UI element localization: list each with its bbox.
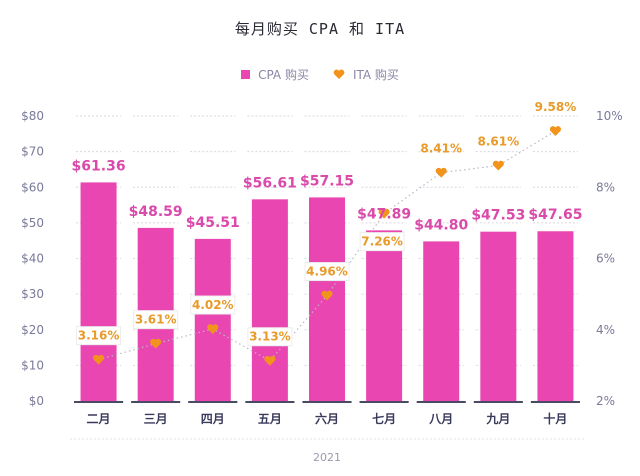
- ita-value-label: 8.61%: [478, 135, 520, 149]
- ita-label-box: [190, 295, 236, 315]
- ita-label-box: [359, 232, 405, 252]
- right-axis-tick-label: 10%: [596, 109, 623, 123]
- legend-item-ita[interactable]: ITA 购买: [333, 66, 399, 83]
- ita-value-label: 7.26%: [361, 235, 403, 249]
- cpa-value-label: $48.59: [129, 204, 183, 220]
- left-axis-tick-label: $30: [21, 287, 44, 301]
- legend-label-ita: ITA 购买: [352, 68, 399, 82]
- cpa-bar: [251, 199, 288, 401]
- ita-label-box: [304, 262, 350, 282]
- ita-heart-marker: [492, 160, 504, 171]
- cpa-bar: [366, 230, 403, 401]
- cpa-bar: [480, 231, 517, 401]
- ita-value-label: 3.61%: [135, 313, 177, 327]
- ita-heart-marker: [549, 126, 561, 136]
- ita-value-label: 3.13%: [249, 330, 291, 344]
- ita-value-label: 8.41%: [420, 142, 462, 156]
- ita-heart-marker: [435, 167, 447, 178]
- legend: CPA 购买 ITA 购买: [0, 66, 640, 83]
- ita-heart-marker: [321, 290, 333, 301]
- x-axis-title: 2021: [313, 451, 341, 464]
- left-axis-tick-label: $60: [21, 180, 44, 194]
- ita-value-label: 3.16%: [78, 329, 120, 343]
- cpa-bar: [537, 231, 574, 401]
- chart-title: 每月购买 CPA 和 ITA: [234, 20, 406, 38]
- cpa-bar: [423, 241, 460, 401]
- x-axis-tick-label: 七月: [372, 412, 396, 426]
- right-axis-tick-label: 2%: [596, 394, 615, 408]
- right-axis-tick-label: 6%: [596, 252, 615, 266]
- x-axis-tick-label: 九月: [485, 411, 510, 426]
- cpa-value-label: $56.61: [243, 175, 297, 191]
- legend-item-cpa[interactable]: CPA 购买: [241, 66, 309, 83]
- left-axis-tick-label: $70: [21, 145, 44, 159]
- bar-swatch-icon: [241, 70, 251, 79]
- ita-label-box: [76, 326, 122, 346]
- ita-heart-marker: [207, 324, 219, 335]
- legend-label-cpa: CPA 购买: [258, 68, 309, 82]
- right-axis-tick-label: 4%: [596, 323, 615, 337]
- axes: $0 $10 $20 $30 $40 $50 $60 $70 $80 2% 4% 6% 8% 10% 二月 三…: [21, 109, 623, 464]
- ita-label-box: [133, 310, 179, 330]
- x-axis-tick-label: 八月: [428, 412, 453, 426]
- data-labels: $61.36 $48.59$45.51 $56.61 $57.15 $47.89$44.…: [72, 100, 582, 347]
- ita-heart-marker: [93, 354, 105, 365]
- ita-heart-marker: [264, 355, 276, 366]
- ita-label-box: [247, 327, 293, 347]
- left-axis-tick-label: $40: [21, 252, 44, 266]
- cpa-value-label: $61.36: [72, 158, 126, 174]
- ita-value-label: 4.02%: [192, 298, 234, 312]
- x-axis-tick-label: 二月: [87, 412, 111, 426]
- left-axis-tick-label: $20: [21, 323, 44, 337]
- left-axis-tick-label: $80: [21, 109, 44, 123]
- cpa-value-label: $44.80: [414, 217, 468, 233]
- cpa-value-label: $47.89: [357, 206, 411, 222]
- cpa-bar: [194, 238, 231, 401]
- x-axis-tick-label: 十月: [543, 411, 567, 426]
- cpa-value-label: $57.15: [300, 173, 354, 189]
- ita-heart-marker: [150, 338, 162, 349]
- heart-icon: [333, 69, 345, 79]
- ita-line: [93, 126, 561, 366]
- ita-value-label: 9.58%: [535, 100, 577, 114]
- bars: [80, 182, 574, 401]
- left-axis-tick-label: $50: [21, 216, 44, 230]
- x-axis-tick-label: 三月: [144, 412, 168, 426]
- ita-value-label: 4.96%: [306, 265, 348, 279]
- cpa-value-label: $47.65: [528, 207, 582, 223]
- ita-heart-marker: [378, 208, 390, 219]
- x-axis-tick-label: 四月: [201, 412, 225, 426]
- left-axis-tick-label: $0: [29, 394, 44, 408]
- x-axis-tick-label: 五月: [258, 412, 282, 426]
- cpa-value-label: $45.51: [186, 215, 240, 231]
- cpa-value-label: $47.53: [471, 208, 525, 224]
- right-axis-tick-label: 8%: [596, 180, 615, 194]
- x-axis-tick-label: 六月: [315, 411, 339, 426]
- cpa-bar: [80, 182, 117, 401]
- left-axis-tick-label: $10: [21, 358, 44, 372]
